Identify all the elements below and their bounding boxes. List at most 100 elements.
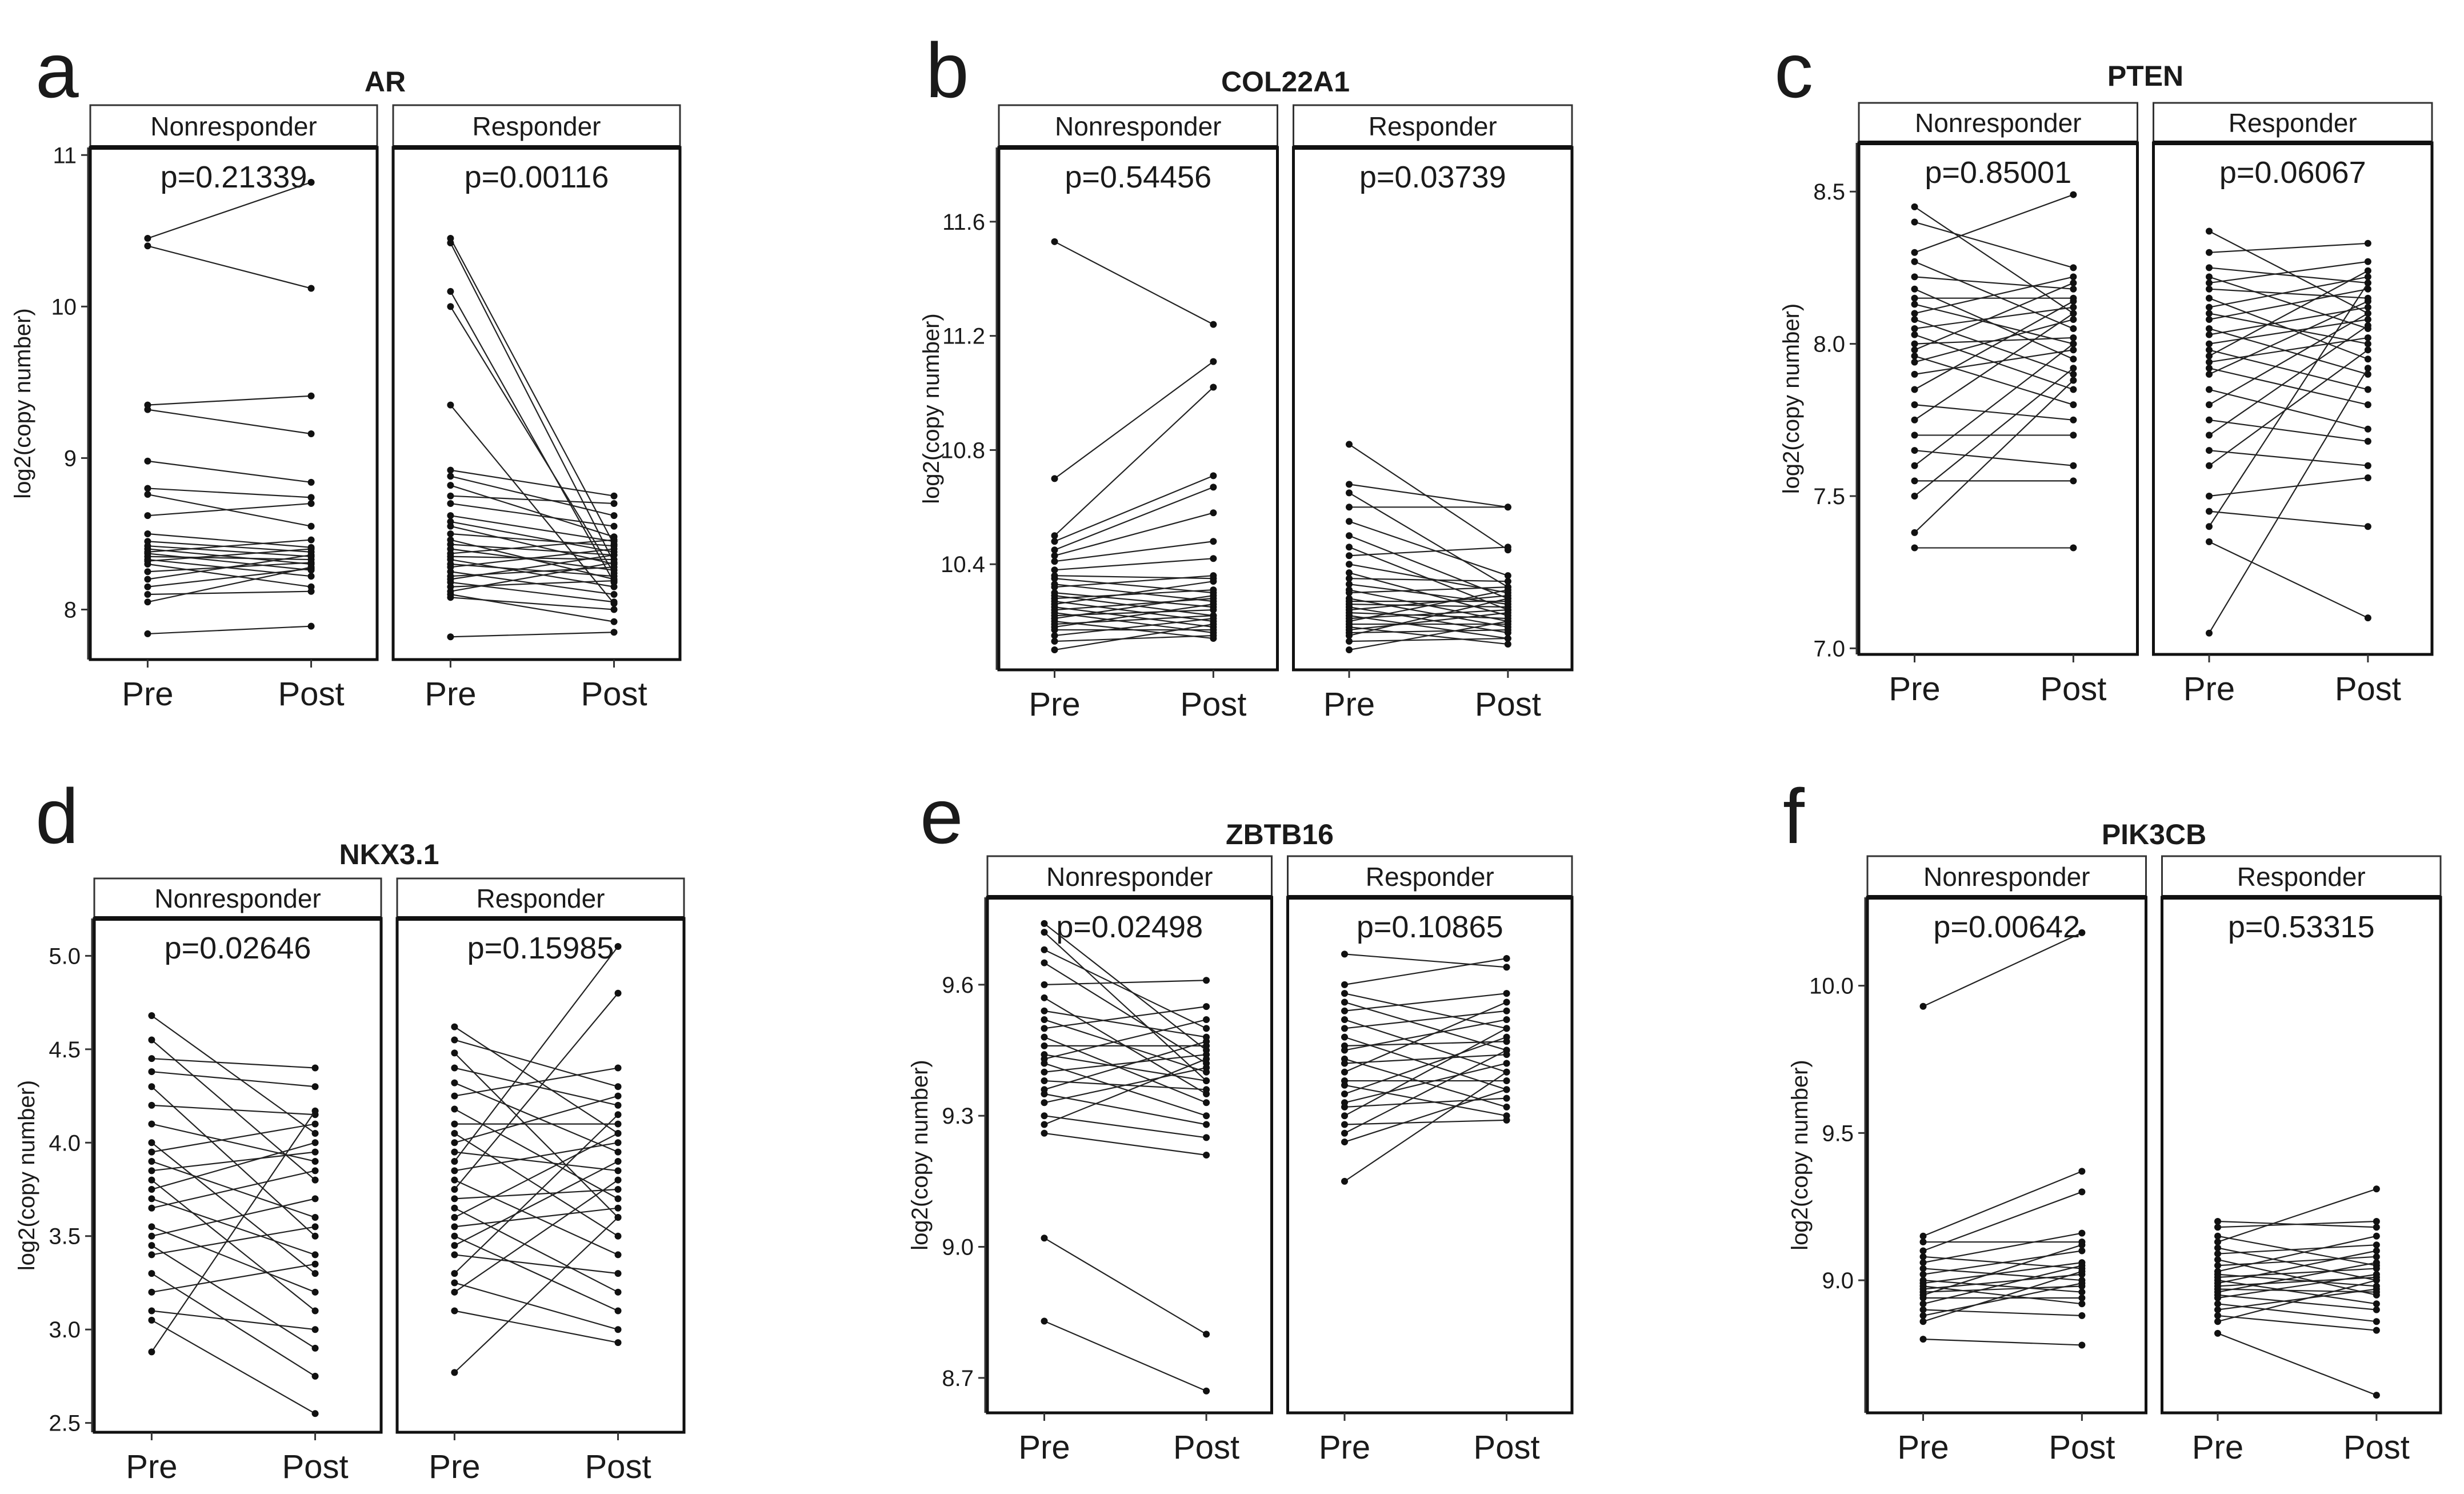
pre-point [1051,566,1058,574]
pair-line [151,1123,315,1153]
post-point [2070,386,2077,393]
pair-line [1054,592,1214,608]
pre-point [148,1348,155,1356]
x-tick-label: Post [2335,670,2401,708]
pre-point [2214,1224,2221,1231]
pre-point [2206,310,2213,317]
facet-strip [93,877,382,920]
pre-point [451,1079,458,1086]
pre-point [1911,432,1918,439]
pair-line [1054,512,1214,557]
post-point [2070,401,2077,409]
pair-line [1349,595,1508,611]
post-point [614,943,622,950]
p-value-label: p=0.85001 [1925,155,2071,190]
pre-point [1341,1033,1348,1041]
post-point [1504,609,1511,617]
post-point [614,1232,622,1240]
pre-point [144,485,151,492]
pre-point [1341,1025,1348,1032]
pre-point [1911,301,1918,308]
pair-line [450,469,614,497]
pre-point [144,235,151,242]
post-point [307,622,315,630]
p-value-label: p=0.00116 [465,160,609,194]
p-value-label: p=0.10865 [1357,910,1503,944]
chart-title: PIK3CB [2102,818,2206,850]
post-point [311,1232,319,1240]
pair-line [151,1263,315,1293]
pre-point [1341,1046,1348,1054]
p-value-label: p=0.06067 [2219,155,2366,190]
post-point [1504,504,1511,511]
post-point [2070,340,2077,347]
pre-point [451,1204,458,1212]
post-point [1503,1103,1510,1110]
pair-line [1044,1093,1207,1125]
pre-point [2206,538,2213,545]
post-point [614,1288,622,1296]
post-point [2078,1188,2086,1196]
pair-line [1914,206,2074,314]
pre-point [1041,1025,1048,1032]
pair-line [147,553,311,571]
panel-letter: d [35,773,79,860]
pair-line [1923,932,2082,1007]
post-point [2373,1253,2380,1260]
panel-letter: a [35,27,79,114]
p-value-label: p=0.00642 [1933,910,2080,944]
post-point [2070,432,2077,439]
pre-point [144,406,151,413]
post-point [307,536,315,544]
post-point [2078,1268,2086,1275]
post-point [307,178,315,186]
pre-point [1041,1129,1048,1137]
pre-point [148,1288,155,1296]
pair-line [147,409,311,435]
pair-line [450,525,614,565]
pre-point [2214,1329,2221,1337]
post-point [2364,340,2371,347]
pair-line [450,502,614,527]
post-point [2373,1306,2380,1313]
pair-line [1914,318,2074,375]
pre-point [1341,1103,1348,1110]
facet-strip-label: Nonresponder [150,111,317,141]
pair-line [454,1161,619,1247]
y-tick-label: 9.3 [942,1104,974,1129]
post-point [311,1139,319,1147]
pre-point [2214,1244,2221,1252]
pre-point [1919,1336,1927,1343]
pair-line [2209,313,2369,345]
pre-point [148,1120,155,1128]
post-point [1504,641,1511,648]
pair-line [151,1058,315,1069]
pair-line [147,539,311,553]
pre-point [2206,315,2213,323]
pair-line [151,1226,315,1256]
pre-point [1346,638,1353,645]
pair-line [2209,267,2368,284]
pre-point [451,1129,458,1137]
post-point [1210,509,1217,517]
pre-point [2206,365,2213,372]
post-point [1210,621,1217,628]
facet-strip [89,104,378,149]
pre-point [1341,1081,1348,1089]
pre-point [148,1251,155,1259]
pre-point [148,1232,155,1240]
y-tick-label: 9 [64,446,77,471]
post-point [2078,929,2086,936]
post-point [1203,1077,1210,1085]
facet-strip-label: Nonresponder [154,884,321,913]
post-point [1504,572,1511,580]
pre-point [144,512,151,520]
facet-strip-label: Responder [476,884,605,913]
pair-line [454,1151,618,1172]
x-tick-label: Pre [2192,1429,2243,1466]
pair-line [1914,276,2074,290]
pre-point [1051,632,1058,640]
pre-point [2206,325,2213,332]
pre-point [1919,1271,1927,1278]
pair-line [2209,276,2369,308]
